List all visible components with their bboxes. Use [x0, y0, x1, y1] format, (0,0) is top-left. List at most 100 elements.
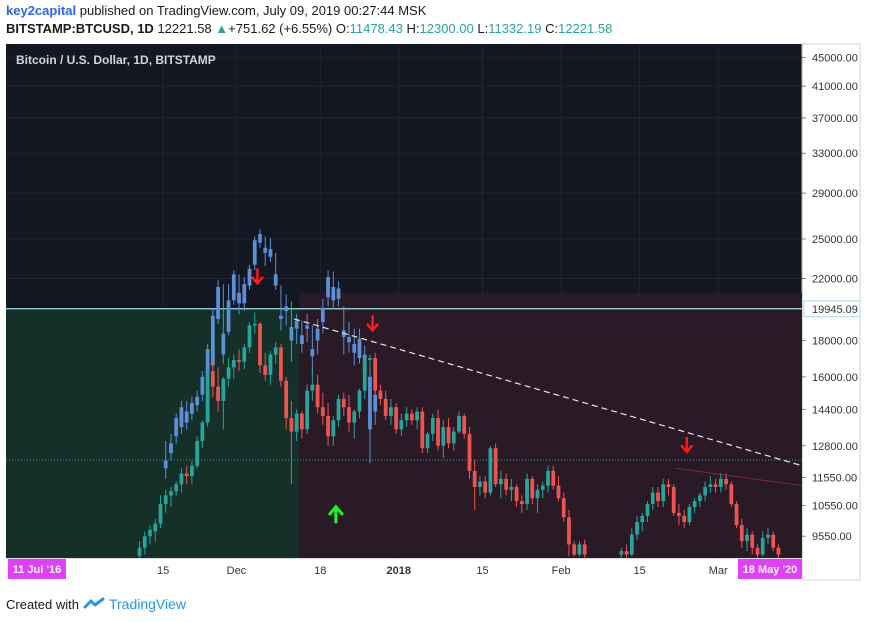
- candle-body: [158, 504, 163, 524]
- candle-body: [708, 484, 713, 488]
- y-tick-label: 10550.00: [812, 500, 858, 512]
- y-tick-label: 41000.00: [812, 81, 858, 93]
- projected-candle: [221, 284, 226, 364]
- candle-body: [352, 343, 357, 353]
- candle: [467, 427, 472, 479]
- candle-body: [231, 274, 236, 301]
- symbol-label: BITSTAMP:BTCUSD, 1D: [6, 21, 154, 36]
- candle: [535, 484, 540, 513]
- candle: [415, 407, 419, 430]
- candle: [216, 367, 220, 412]
- projected-candle: [163, 440, 168, 479]
- candle: [745, 528, 749, 552]
- candle-body: [687, 506, 692, 523]
- candle-body: [137, 547, 142, 556]
- candle: [158, 495, 163, 529]
- projected-candle: [368, 369, 372, 464]
- y-tick-label: 25000.00: [812, 234, 858, 246]
- tradingview-logo-icon: [83, 597, 105, 609]
- right-date-label: 18 May '20: [743, 564, 798, 576]
- candle-body: [488, 448, 493, 493]
- candle: [656, 487, 660, 507]
- candle: [242, 343, 247, 370]
- candle: [179, 468, 184, 493]
- candle: [713, 478, 718, 493]
- candle-body: [640, 515, 645, 523]
- candle-body: [771, 534, 776, 548]
- candle: [273, 342, 278, 364]
- candle-body: [331, 420, 336, 437]
- close-value: 12221.58: [558, 21, 613, 36]
- candle-body: [216, 386, 220, 401]
- candle-body: [169, 443, 173, 454]
- candle-body: [404, 413, 409, 421]
- candle: [530, 476, 535, 505]
- candle: [430, 413, 435, 441]
- candle-body: [252, 240, 257, 265]
- candle: [493, 443, 498, 488]
- candle-body: [179, 473, 184, 485]
- candle: [457, 411, 461, 434]
- candle: [310, 371, 315, 401]
- x-tick-label: Mar: [709, 565, 728, 577]
- change-value: +751.62 (+6.55%): [228, 21, 333, 36]
- candle-body: [561, 498, 566, 518]
- published-text: published on TradingView.com, July 09, 2…: [79, 3, 427, 18]
- candle-body: [163, 495, 168, 505]
- candle: [472, 460, 477, 510]
- y-tick-label: 45000.00: [812, 52, 858, 64]
- candle-body: [368, 376, 372, 430]
- candle: [525, 473, 529, 510]
- candle: [546, 465, 550, 493]
- candle-body: [210, 315, 215, 366]
- y-tick-label: 33000.00: [812, 148, 858, 160]
- projected-candle: [210, 307, 215, 370]
- candle-body: [666, 484, 671, 488]
- candle: [577, 541, 582, 557]
- plot-layer: [6, 44, 802, 558]
- candle-body: [425, 433, 430, 449]
- projected-candle: [268, 237, 273, 263]
- candle-body: [268, 249, 273, 257]
- candle-body: [745, 534, 749, 542]
- candle-body: [153, 523, 158, 532]
- candle: [252, 312, 257, 334]
- candle-body: [739, 525, 744, 542]
- candle: [352, 409, 357, 439]
- tradingview-brand[interactable]: TradingView: [108, 596, 187, 612]
- candle-body: [310, 349, 315, 357]
- candle: [572, 541, 577, 557]
- candle: [734, 501, 739, 529]
- y-tick-label: 37000.00: [812, 113, 858, 125]
- candle-body: [279, 347, 283, 381]
- candle-body: [315, 328, 320, 341]
- candle-body: [677, 512, 681, 516]
- candle: [619, 547, 624, 558]
- candle-body: [624, 551, 629, 555]
- candle: [551, 465, 556, 490]
- candle: [404, 407, 409, 428]
- candle-body: [273, 274, 278, 286]
- candle: [320, 392, 325, 425]
- candle-body: [399, 420, 404, 430]
- candle: [299, 411, 304, 439]
- candle-body: [305, 325, 310, 329]
- candle-body: [221, 378, 226, 401]
- candle: [210, 361, 215, 397]
- candle: [687, 504, 692, 526]
- candle-body: [619, 551, 624, 555]
- candle: [671, 484, 676, 516]
- candle: [279, 343, 283, 387]
- projected-candle: [299, 320, 304, 353]
- projected-candle: [310, 325, 315, 375]
- projected-candle: [190, 396, 194, 421]
- author-link[interactable]: key2capital: [6, 3, 77, 18]
- candle-body: [734, 504, 739, 526]
- candle-body: [184, 411, 189, 423]
- candle-body: [357, 390, 362, 412]
- candle: [305, 384, 310, 434]
- projected-candle: [352, 328, 357, 366]
- candle-body: [692, 501, 697, 507]
- candle-body: [362, 359, 367, 391]
